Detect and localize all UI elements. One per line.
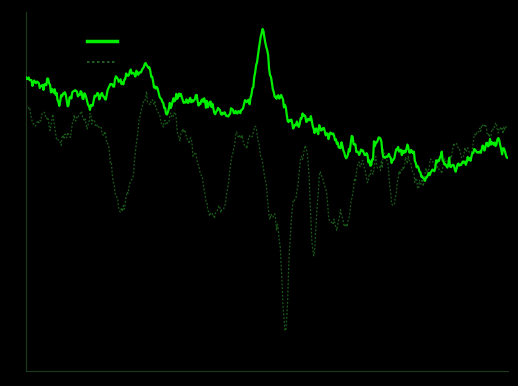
Legend: , : , xyxy=(81,29,127,75)
